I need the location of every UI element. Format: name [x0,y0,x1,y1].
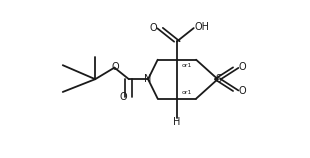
Text: OH: OH [195,22,210,33]
Text: O: O [239,86,246,96]
Text: O: O [239,62,246,72]
Text: N: N [144,74,152,84]
Text: O: O [119,92,127,102]
Text: H: H [173,117,181,127]
Text: or1: or1 [181,63,192,68]
Text: O: O [149,23,157,33]
Text: or1: or1 [181,90,192,95]
Text: O: O [112,62,119,72]
Text: S: S [216,74,222,84]
